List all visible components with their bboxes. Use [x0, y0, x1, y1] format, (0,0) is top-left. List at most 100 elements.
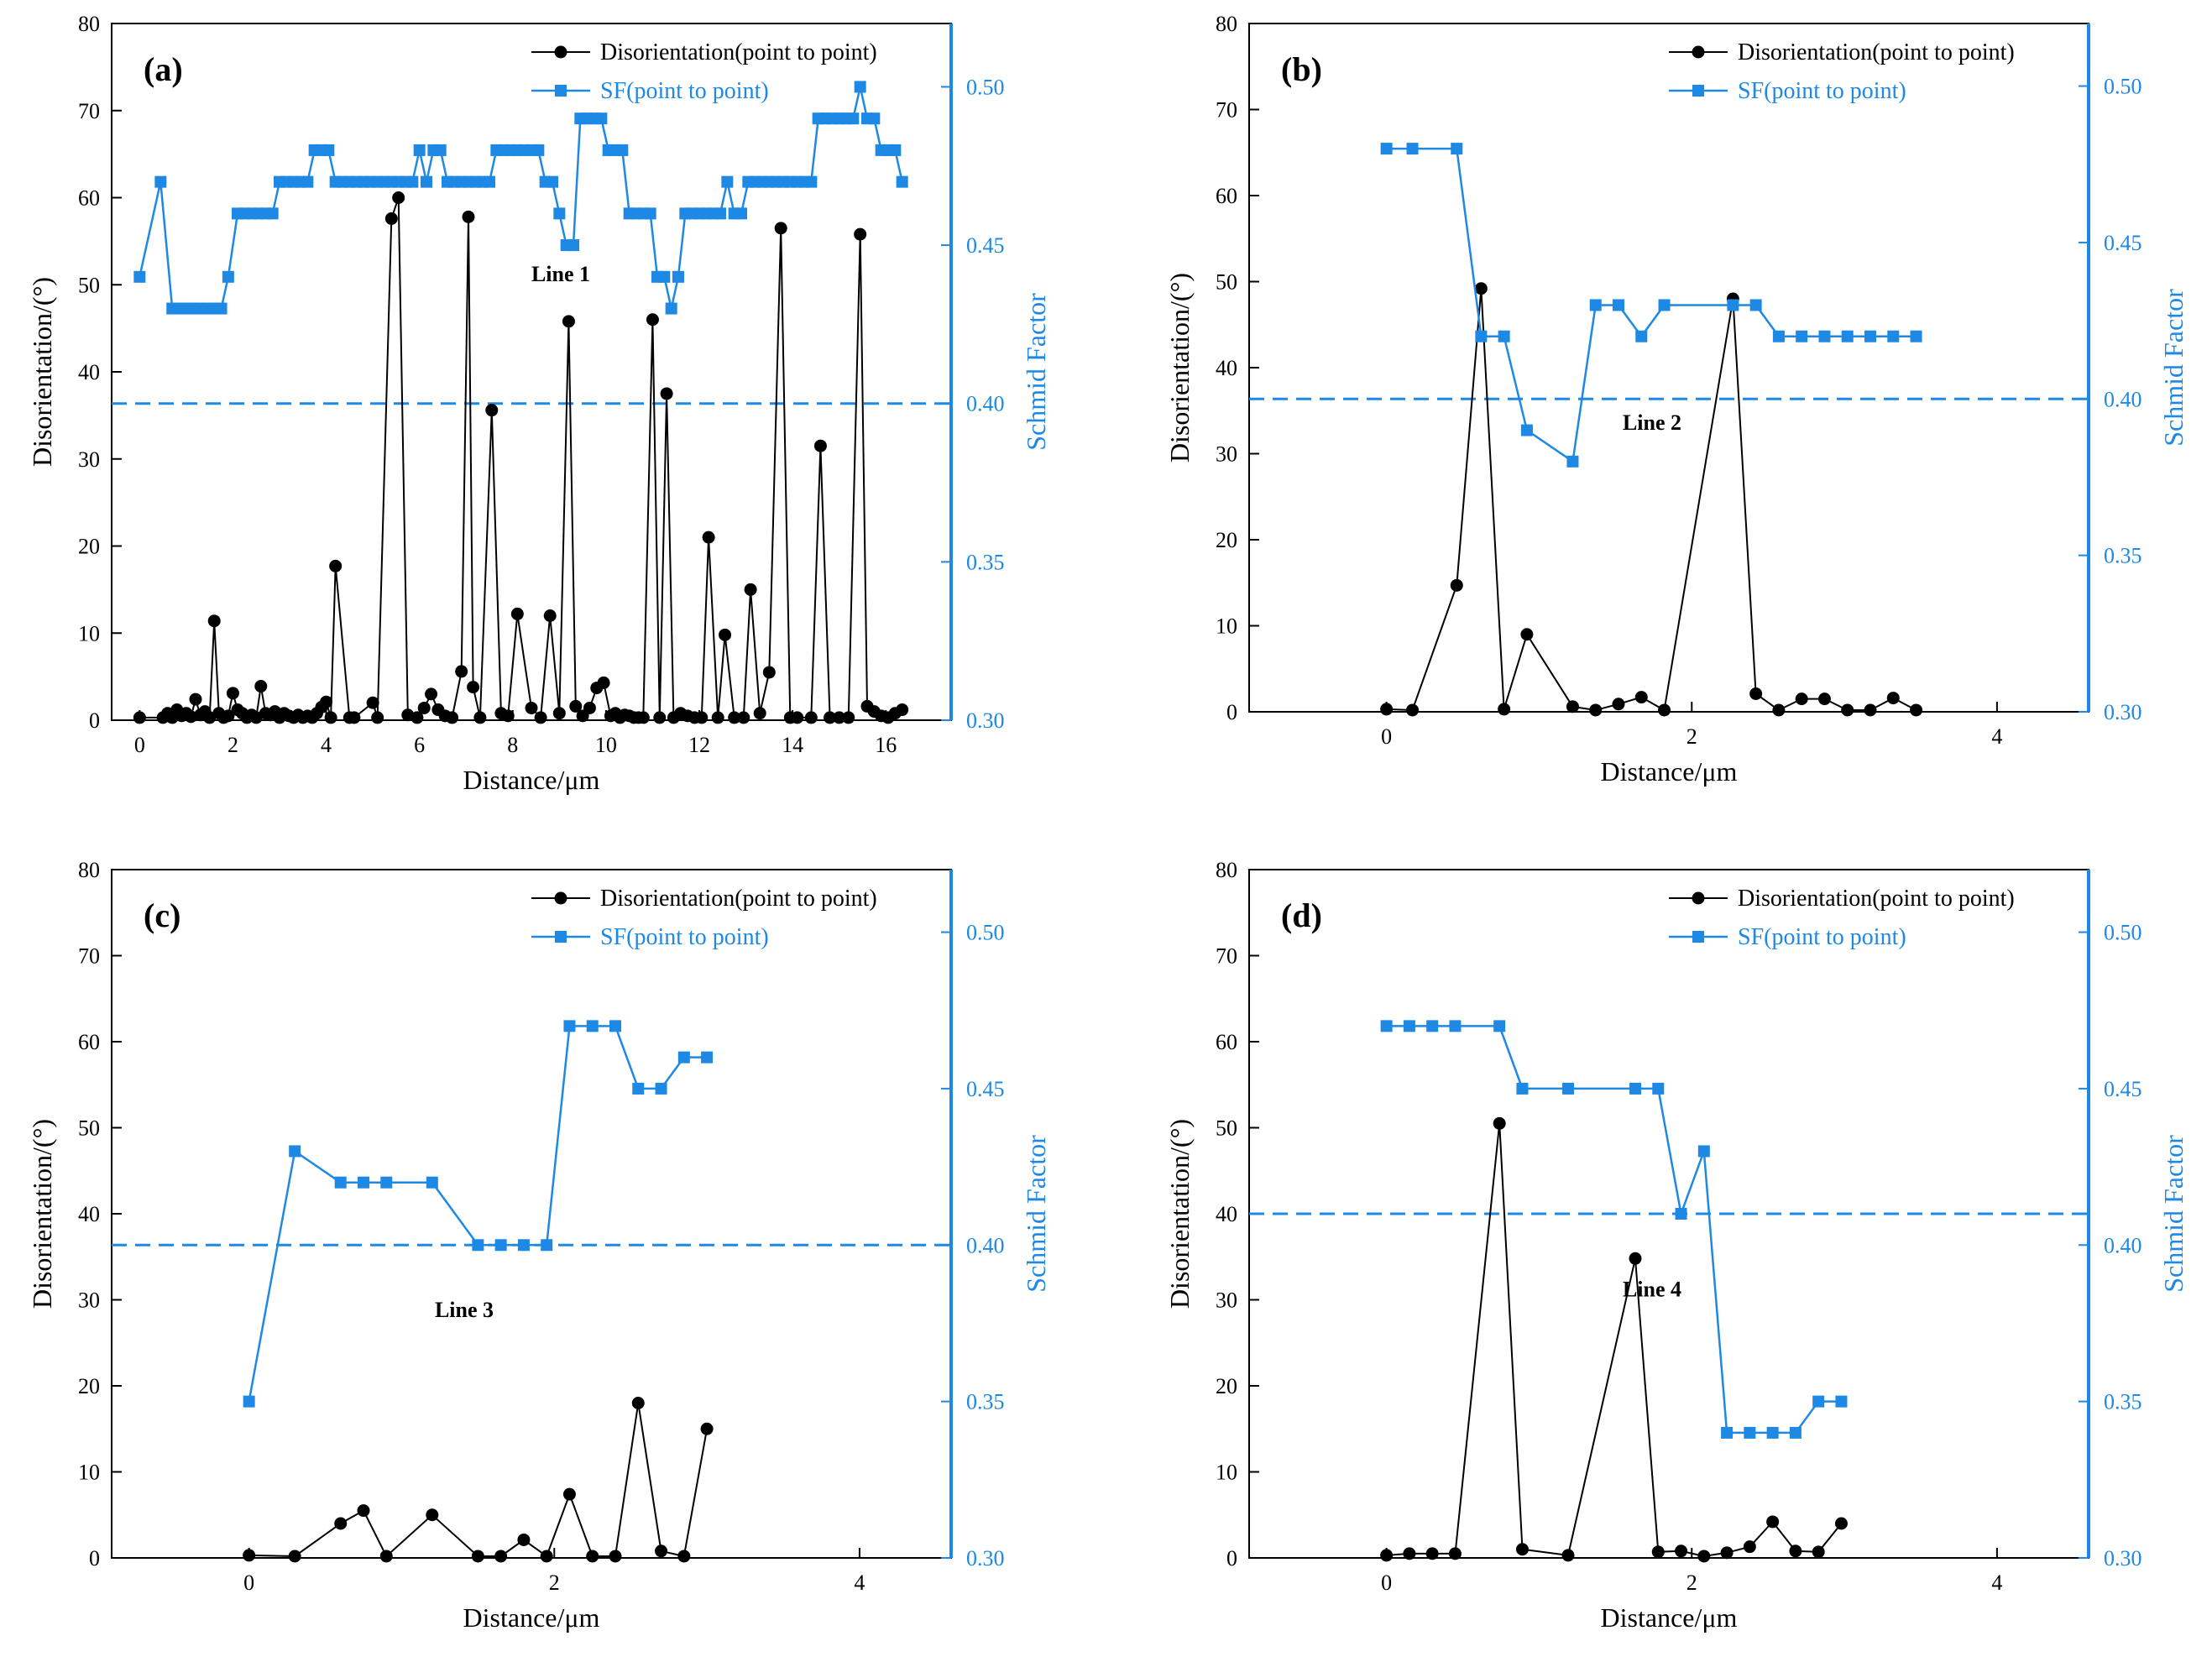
- sf-point: [889, 144, 902, 156]
- y-axis-title: Disorientation/(°): [1164, 1119, 1195, 1309]
- sf-point: [665, 302, 677, 315]
- sf-point: [896, 175, 908, 188]
- y-tick-label: 80: [78, 12, 100, 36]
- disorientation-point: [510, 607, 524, 620]
- y2-tick-label: 0.35: [2104, 1390, 2142, 1414]
- disorientation-point: [1766, 1515, 1780, 1529]
- disorientation-point: [1589, 703, 1603, 717]
- x-tick-label: 2: [227, 733, 238, 757]
- y2-tick-label: 0.50: [2104, 75, 2142, 99]
- sf-point: [1380, 1020, 1393, 1032]
- disorientation-point: [1498, 703, 1511, 716]
- legend-sf-label: SF(point to point): [600, 924, 769, 950]
- disorientation-point: [540, 1550, 553, 1563]
- sf-point: [1498, 330, 1510, 342]
- sf-point: [1516, 1082, 1529, 1095]
- y-tick-label: 20: [1216, 528, 1237, 552]
- sf-point: [1766, 1426, 1779, 1439]
- disorientation-point: [1634, 691, 1648, 704]
- y2-tick-label: 0.30: [2104, 700, 2142, 724]
- sf-point: [1835, 1395, 1848, 1408]
- disorientation-point: [791, 711, 804, 724]
- y-tick-label: 0: [89, 1546, 100, 1571]
- y-tick-label: 60: [1216, 1030, 1237, 1054]
- sf-point: [532, 144, 545, 156]
- x-tick-label: 2: [549, 1571, 560, 1595]
- panel-a: 0 2 4 6 8 10 12 14 16 0 10 20 30 40 50 60 70 80 0.30 0.35 0.…: [27, 12, 1051, 795]
- disorientation-point: [384, 212, 398, 225]
- disorientation-point: [569, 699, 583, 713]
- sf-point: [868, 112, 881, 125]
- disorientation-point: [455, 665, 468, 678]
- x-tick-label: 8: [507, 733, 518, 757]
- disorientation-point: [813, 439, 827, 452]
- x-tick-label: 4: [1991, 724, 2002, 749]
- disorientation-point: [1886, 692, 1900, 705]
- sf-point: [133, 270, 146, 283]
- legend-sf-label: SF(point to point): [600, 78, 769, 104]
- disorientation-point: [609, 1550, 622, 1563]
- x-tick-label: 4: [1991, 1571, 2002, 1595]
- legend-sf-marker: [1692, 85, 1704, 97]
- y2-tick-label: 0.40: [966, 1233, 1005, 1257]
- disorientation-point: [254, 680, 268, 693]
- disorientation-point: [320, 695, 333, 708]
- disorientation-point: [1841, 703, 1854, 717]
- y2-axis-title: Schmid Factor: [2158, 289, 2188, 447]
- sf-point: [1635, 330, 1648, 342]
- line-label: Line 4: [1623, 1277, 1681, 1301]
- legend-disorientation-label: Disorientation(point to point): [1738, 886, 2015, 912]
- sf-point: [1721, 1426, 1734, 1439]
- sf-point: [484, 175, 495, 188]
- disorientation-point: [653, 711, 667, 724]
- legend-sf-marker: [555, 931, 567, 943]
- disorientation-point: [586, 1550, 599, 1563]
- disorientation-point: [1658, 703, 1671, 717]
- disorientation-point: [1403, 1547, 1416, 1560]
- disorientation-point: [501, 709, 515, 723]
- disorientation-point: [1612, 698, 1625, 711]
- disorientation-point: [1720, 1546, 1734, 1560]
- sf-point: [1818, 330, 1831, 342]
- disorientation-point: [334, 1517, 348, 1530]
- sf-point: [567, 239, 579, 252]
- disorientation-point: [534, 711, 547, 724]
- sf-point: [1658, 299, 1671, 311]
- sf-point: [358, 1176, 369, 1189]
- sf-point: [1629, 1082, 1641, 1095]
- line-label: Line 1: [531, 262, 590, 286]
- sf-point: [1697, 1145, 1710, 1158]
- y2-axis-title: Schmid Factor: [1021, 293, 1051, 451]
- x-tick-label: 0: [1381, 1571, 1392, 1595]
- disorientation-point: [426, 1508, 439, 1522]
- disorientation-point: [562, 315, 575, 328]
- sf-point: [609, 1020, 621, 1032]
- disorientation-point: [646, 313, 659, 327]
- y-tick-label: 80: [78, 858, 100, 882]
- disorientation-point: [133, 711, 146, 724]
- y-tick-label: 40: [1216, 1202, 1237, 1226]
- sf-point: [1406, 143, 1419, 155]
- legend-sf-marker: [555, 85, 567, 97]
- sf-point: [1589, 299, 1602, 311]
- x-tick-label: 14: [782, 733, 803, 757]
- disorientation-point: [471, 1550, 484, 1563]
- disorientation-point: [1772, 703, 1786, 717]
- y-tick-label: 20: [78, 1374, 100, 1398]
- y-tick-label: 70: [1216, 98, 1237, 123]
- disorientation-point: [357, 1504, 370, 1518]
- y2-tick-label: 0.40: [2104, 1233, 2142, 1257]
- sf-point: [553, 207, 566, 220]
- disorientation-point: [728, 711, 741, 724]
- disorientation-point: [329, 559, 343, 572]
- sf-point: [714, 207, 726, 220]
- disorientation-point: [804, 711, 818, 724]
- y-tick-label: 40: [78, 1202, 100, 1226]
- sf-point: [334, 1176, 347, 1189]
- y2-tick-label: 0.30: [966, 1546, 1005, 1571]
- disorientation-point: [494, 1550, 508, 1563]
- legend-disorientation-label: Disorientation(point to point): [600, 886, 877, 912]
- disorientation-point: [1520, 628, 1534, 641]
- line-label: Line 3: [435, 1298, 494, 1322]
- disorientation-point: [226, 687, 239, 700]
